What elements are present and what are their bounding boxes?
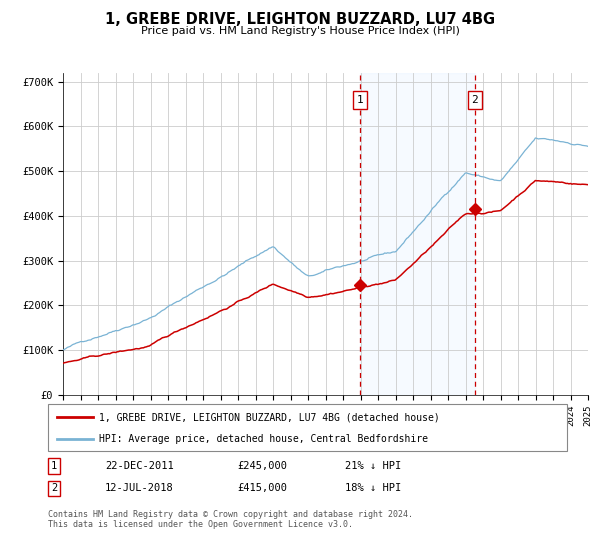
Text: 1: 1 [356, 95, 364, 105]
Text: £415,000: £415,000 [237, 483, 287, 493]
Text: Price paid vs. HM Land Registry's House Price Index (HPI): Price paid vs. HM Land Registry's House … [140, 26, 460, 36]
Text: 1, GREBE DRIVE, LEIGHTON BUZZARD, LU7 4BG: 1, GREBE DRIVE, LEIGHTON BUZZARD, LU7 4B… [105, 12, 495, 27]
Bar [360, 73, 475, 395]
Text: HPI: Average price, detached house, Central Bedfordshire: HPI: Average price, detached house, Cent… [99, 434, 428, 444]
Text: 2: 2 [472, 95, 478, 105]
Text: 22-DEC-2011: 22-DEC-2011 [105, 461, 174, 471]
Text: 18% ↓ HPI: 18% ↓ HPI [345, 483, 401, 493]
Text: 1, GREBE DRIVE, LEIGHTON BUZZARD, LU7 4BG (detached house): 1, GREBE DRIVE, LEIGHTON BUZZARD, LU7 4B… [99, 412, 440, 422]
Text: 21% ↓ HPI: 21% ↓ HPI [345, 461, 401, 471]
Text: 12-JUL-2018: 12-JUL-2018 [105, 483, 174, 493]
Text: 1: 1 [51, 461, 57, 471]
Text: 2: 2 [51, 483, 57, 493]
Text: Contains HM Land Registry data © Crown copyright and database right 2024.
This d: Contains HM Land Registry data © Crown c… [48, 510, 413, 529]
Text: £245,000: £245,000 [237, 461, 287, 471]
